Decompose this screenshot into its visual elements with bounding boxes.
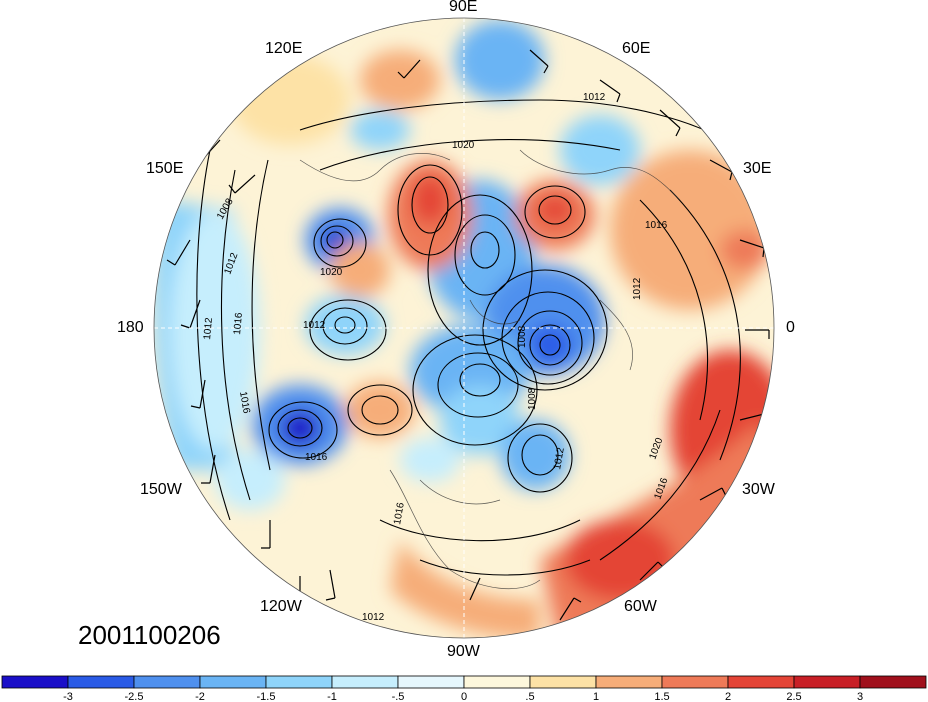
contour-label: 1016 [237, 391, 252, 415]
colorbar-ticks: -3 -2.5 -2 -1.5 -1 -.5 0 .5 1 1.5 2 2.5 3 [63, 691, 863, 702]
colorbar-box [331, 675, 399, 689]
colorbar-box [265, 675, 333, 689]
contour-label: 1008 [527, 387, 538, 410]
anomaly-shading [154, 18, 774, 638]
contour-label: 1016 [232, 312, 245, 336]
colorbar-tick-label: -.5 [392, 691, 405, 702]
contour-label: 1012 [632, 277, 643, 300]
colorbar-box [463, 675, 531, 689]
colorbar-box [133, 675, 201, 689]
longitude-label: 180 [117, 319, 144, 336]
colorbar-tick-label: 3 [857, 691, 863, 702]
colorbar-tick-label: -2 [195, 691, 205, 702]
colorbar-tick-label: 2 [725, 691, 731, 702]
longitude-label: 90E [449, 0, 478, 15]
polar-map: 1020 1012 1016 1008 1012 1020 1012 1016 … [153, 17, 775, 639]
longitude-label: 60W [624, 598, 657, 615]
colorbar-tick-label: .5 [525, 691, 534, 702]
colorbar-box [397, 675, 465, 689]
longitude-label: 120W [260, 598, 302, 615]
colorbar-tick-label: 0 [461, 691, 467, 702]
contour-label: 1016 [645, 220, 668, 231]
longitude-label: 0 [786, 319, 795, 336]
colorbar-box [859, 675, 927, 689]
contour-label: 1012 [583, 92, 606, 103]
map-boundary [153, 17, 775, 639]
graticule [154, 18, 774, 638]
contour-label: 1012 [202, 317, 215, 341]
colorbar-box [67, 675, 135, 689]
colorbar-box [793, 675, 861, 689]
longitude-label: 30E [743, 160, 772, 177]
longitude-label: 30W [742, 481, 775, 498]
colorbar-tick-label: -2.5 [125, 691, 144, 702]
colorbar-tick-label: 1 [593, 691, 599, 702]
contour-label: 1020 [320, 267, 343, 278]
colorbar-box [199, 675, 267, 689]
longitude-label: 150W [140, 481, 182, 498]
colorbar-tick-label: -1 [327, 691, 337, 702]
colorbar-box [1, 675, 69, 689]
longitude-label: 90W [447, 643, 480, 660]
colorbar: -3 -2.5 -2 -1.5 -1 -.5 0 .5 1 1.5 2 2.5 3 [1, 675, 927, 702]
colorbar-tick-label: -3 [63, 691, 73, 702]
longitude-label: 120E [265, 40, 303, 57]
colorbar-box [595, 675, 663, 689]
wind-barbs [166, 49, 770, 621]
contour-label: 1008 [517, 325, 528, 348]
colorbar-tick-label: -1.5 [257, 691, 276, 702]
contour-label: 1020 [452, 140, 475, 151]
contour-label: 1012 [552, 446, 567, 470]
coastlines [299, 149, 681, 590]
colorbar-tick-label: 2.5 [786, 691, 801, 702]
colorbar-boxes [1, 675, 927, 689]
colorbar-box [529, 675, 597, 689]
contour-label: 1012 [303, 320, 326, 331]
colorbar-box [727, 675, 795, 689]
colorbar-tick-label: 1.5 [654, 691, 669, 702]
contour-label: 1016 [392, 501, 407, 525]
longitude-label: 60E [622, 40, 651, 57]
date-label: 2001100206 [78, 620, 221, 650]
longitude-label: 150E [146, 160, 184, 177]
contour-label: 1016 [305, 452, 328, 463]
colorbar-box [661, 675, 729, 689]
contour-label: 1012 [362, 612, 385, 623]
